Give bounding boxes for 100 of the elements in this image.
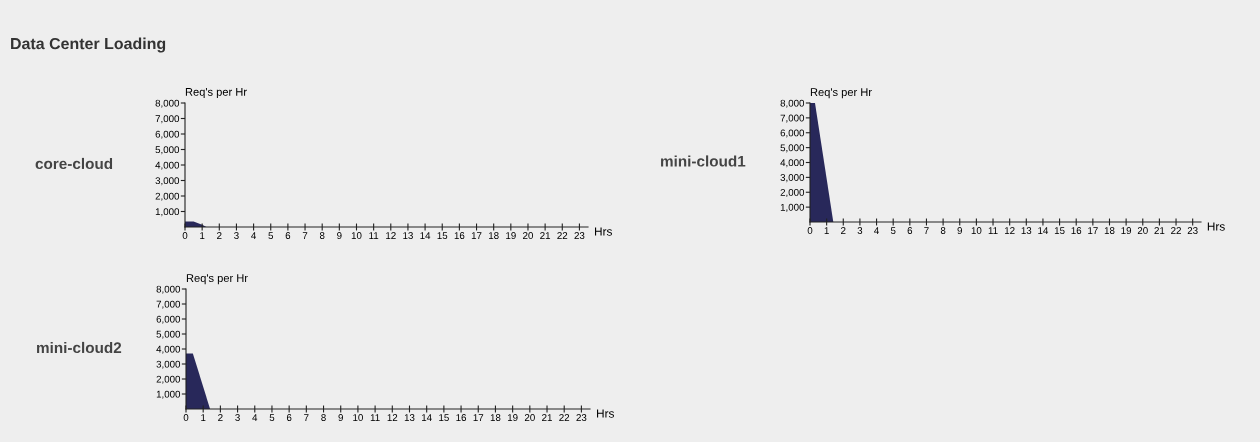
x-tick-label: 21 [542,414,552,421]
text: core-cloud [35,157,113,170]
y-tick-label: 7,000 [156,300,181,309]
x-tick-label: 1 [200,232,205,239]
x-tick-label: 7 [302,232,308,239]
x-tick-label: 18 [489,232,499,239]
y-tick-label: 5,000 [156,330,181,339]
x-tick-label: 21 [1154,227,1165,234]
x-tick-label: 6 [286,414,292,421]
x-tick-label: 9 [337,232,342,239]
x-tick-label: 16 [454,232,465,239]
x-tick-label: 4 [252,414,258,421]
x-tick-label: 20 [523,232,534,239]
x-tick-label: 10 [353,414,363,421]
x-tick-label: 15 [437,232,448,239]
y-axis-title: Req's per Hr [185,88,247,99]
y-tick-label: 4,000 [780,159,805,168]
x-tick-label: 0 [807,227,813,234]
x-tick-label: 4 [874,227,879,234]
x-tick-label: 10 [351,232,362,239]
x-tick-label: 7 [924,227,929,234]
x-tick-label: 7 [304,414,309,421]
y-tick-label: 4,000 [155,161,180,170]
x-tick-label: 2 [217,232,222,239]
x-tick-label: 19 [507,414,518,421]
x-tick-label: 18 [490,414,501,421]
x-tick-label: 8 [940,227,946,234]
text: mini-cloud1 [661,155,746,167]
y-tick-label: 2,000 [780,188,805,198]
y-tick-label: 1,000 [155,208,180,217]
text: Data Center Loading [11,37,166,53]
x-axis-title: Hrs [1207,222,1225,231]
y-tick-label: 3,000 [780,174,805,183]
x-tick-label: 20 [524,414,535,421]
x-tick-label: 1 [824,227,829,234]
y-tick-label: 3,000 [155,177,180,186]
y-tick-label: 2,000 [155,192,180,201]
x-tick-label: 2 [841,227,846,234]
y-axis-title: Req's per Hr [810,88,872,99]
y-tick-label: 5,000 [155,146,180,155]
x-tick-label: 13 [404,414,415,421]
x-tick-label: 1 [201,414,206,421]
x-tick-label: 3 [235,414,240,421]
x-tick-label: 23 [574,232,585,239]
x-tick-label: 6 [907,227,913,234]
x-tick-label: 2 [218,414,223,421]
x-tick-label: 12 [386,232,396,239]
x-tick-label: 15 [1054,227,1065,234]
x-tick-label: 16 [456,414,467,421]
x-tick-label: 16 [1071,227,1082,234]
x-tick-label: 22 [557,232,568,239]
x-tick-label: 11 [988,227,998,234]
y-tick-label: 6,000 [155,130,180,139]
x-tick-label: 13 [403,232,413,239]
x-tick-label: 12 [387,414,398,421]
x-tick-label: 17 [473,414,484,421]
y-tick-label: 7,000 [155,115,180,124]
x-tick-label: 18 [1104,227,1115,234]
y-tick-label: 7,000 [780,114,805,123]
y-tick-label: 1,000 [156,390,181,399]
x-tick-label: 22 [559,414,570,421]
x-tick-label: 23 [576,414,587,421]
y-axis-title: Req's per Hr [186,274,248,285]
y-tick-label: 8,000 [156,285,181,294]
x-tick-label: 19 [506,232,516,239]
x-tick-label: 5 [268,232,274,239]
x-tick-label: 14 [422,414,432,421]
text: mini-cloud2 [37,341,122,354]
x-tick-label: 17 [471,232,482,239]
y-tick-label: 5,000 [780,144,805,153]
x-tick-label: 19 [1121,227,1132,234]
x-tick-label: 3 [234,232,239,239]
x-tick-label: 6 [285,232,291,239]
y-tick-label: 4,000 [156,345,181,354]
x-tick-label: 9 [338,414,343,421]
x-tick-label: 23 [1187,227,1198,234]
x-tick-label: 0 [183,414,189,421]
x-tick-label: 5 [269,414,275,421]
x-tick-label: 11 [369,232,379,239]
x-tick-label: 12 [1004,227,1015,234]
y-tick-label: 1,000 [780,203,805,212]
x-tick-label: 11 [370,414,380,421]
y-tick-label: 8,000 [155,99,180,108]
x-tick-label: 8 [319,232,325,239]
x-tick-label: 17 [1088,227,1098,234]
x-tick-label: 10 [971,227,982,234]
x-tick-label: 14 [420,232,431,239]
x-tick-label: 21 [540,232,551,239]
y-tick-label: 6,000 [156,315,181,324]
x-tick-label: 8 [321,414,326,421]
x-tick-label: 3 [857,227,863,234]
x-tick-label: 0 [182,232,188,239]
x-axis-title: Hrs [597,409,614,418]
x-tick-label: 9 [957,227,962,234]
x-tick-label: 20 [1137,227,1148,234]
y-tick-label: 6,000 [780,129,805,138]
x-tick-label: 5 [890,227,896,234]
x-tick-label: 22 [1171,227,1181,234]
x-axis-title: Hrs [595,227,612,236]
y-tick-label: 3,000 [156,360,181,369]
